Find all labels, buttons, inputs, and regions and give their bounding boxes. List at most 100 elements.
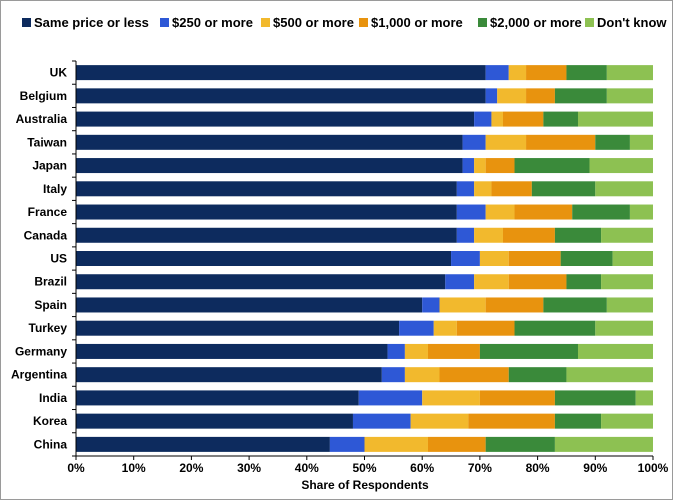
bar-japan-1-000-or-more bbox=[485, 158, 515, 174]
bar-argentina-don-t-know bbox=[566, 367, 653, 383]
bar-taiwan-2-000-or-more bbox=[595, 134, 630, 150]
x-tick-label-100: 100% bbox=[638, 461, 669, 475]
bar-australia-250-or-more bbox=[474, 111, 492, 127]
bar-uk-2-000-or-more bbox=[566, 65, 607, 81]
bar-canada-don-t-know bbox=[601, 227, 653, 243]
bar-france-500-or-more bbox=[485, 204, 515, 220]
bar-brazil-same-price-or-less bbox=[76, 274, 446, 290]
bar-france-250-or-more bbox=[456, 204, 486, 220]
bar-korea-same-price-or-less bbox=[76, 413, 353, 429]
legend-label-2-000-or-more: $2,000 or more bbox=[490, 15, 582, 30]
bar-italy-same-price-or-less bbox=[76, 181, 457, 197]
bar-india-1-000-or-more bbox=[479, 390, 555, 406]
bar-turkey-1-000-or-more bbox=[456, 320, 515, 336]
x-tick-label-30: 30% bbox=[237, 461, 261, 475]
bar-argentina-250-or-more bbox=[381, 367, 405, 383]
bar-us-don-t-know bbox=[612, 251, 653, 266]
bar-argentina-2-000-or-more bbox=[508, 367, 567, 383]
bar-japan-250-or-more bbox=[462, 158, 475, 174]
bar-brazil-2-000-or-more bbox=[566, 274, 602, 290]
bar-spain-250-or-more bbox=[422, 297, 440, 313]
bar-turkey-2-000-or-more bbox=[514, 320, 596, 336]
bar-belgium-don-t-know bbox=[606, 88, 653, 104]
y-tick-label-turkey: Turkey bbox=[29, 321, 68, 335]
legend-label-250-or-more: $250 or more bbox=[172, 15, 253, 30]
x-tick-label-0: 0% bbox=[67, 461, 85, 475]
legend-swatch-2-000-or-more bbox=[478, 18, 487, 27]
bar-argentina-500-or-more bbox=[404, 367, 440, 383]
bar-china-500-or-more bbox=[364, 436, 428, 452]
bar-canada-500-or-more bbox=[474, 227, 503, 243]
bar-spain-1-000-or-more bbox=[485, 297, 544, 313]
legend-swatch-500-or-more bbox=[261, 18, 270, 27]
bar-germany-250-or-more bbox=[387, 343, 405, 359]
y-tick-label-germany: Germany bbox=[15, 344, 67, 358]
bar-china-250-or-more bbox=[329, 436, 365, 452]
bar-australia-2-000-or-more bbox=[543, 111, 578, 127]
bar-china-don-t-know bbox=[554, 436, 653, 452]
bar-belgium-same-price-or-less bbox=[76, 88, 486, 104]
y-axis: UK Belgium Australia Taiwan Japan Italy France… bbox=[11, 60, 77, 457]
bar-france-2-000-or-more bbox=[572, 204, 630, 220]
bar-uk-500-or-more bbox=[508, 65, 527, 81]
y-tick-label-japan: Japan bbox=[32, 159, 67, 173]
bar-china-1-000-or-more bbox=[427, 436, 486, 452]
bar-spain-2-000-or-more bbox=[543, 297, 607, 313]
bar-italy-500-or-more bbox=[474, 181, 492, 197]
legend-swatch-don-t-know bbox=[585, 18, 594, 27]
y-tick-label-india: India bbox=[39, 391, 67, 405]
y-tick-label-canada: Canada bbox=[24, 228, 68, 242]
bar-canada-same-price-or-less bbox=[76, 227, 457, 243]
bar-korea-1-000-or-more bbox=[468, 413, 555, 429]
bar-france-1-000-or-more bbox=[514, 204, 573, 220]
bar-spain-don-t-know bbox=[606, 297, 653, 313]
bar-india-2-000-or-more bbox=[554, 390, 636, 406]
bar-turkey-250-or-more bbox=[399, 320, 434, 336]
bar-japan-same-price-or-less bbox=[76, 158, 463, 174]
x-axis-title: Share of Respondents bbox=[301, 478, 429, 492]
bar-japan-don-t-know bbox=[589, 158, 653, 174]
y-tick-label-italy: Italy bbox=[43, 182, 67, 196]
bar-japan-500-or-more bbox=[474, 158, 486, 174]
y-tick-label-uk: UK bbox=[50, 66, 68, 80]
bar-turkey-don-t-know bbox=[595, 320, 653, 336]
bar-turkey-500-or-more bbox=[433, 320, 457, 336]
y-tick-label-us: US bbox=[50, 252, 67, 266]
bar-taiwan-same-price-or-less bbox=[76, 134, 463, 150]
bar-argentina-same-price-or-less bbox=[76, 367, 382, 383]
legend-swatch-250-or-more bbox=[160, 18, 169, 27]
bar-belgium-1-000-or-more bbox=[526, 88, 555, 104]
bar-germany-2-000-or-more bbox=[479, 343, 578, 359]
bar-italy-250-or-more bbox=[456, 181, 475, 197]
bar-uk-same-price-or-less bbox=[76, 65, 486, 81]
bar-belgium-500-or-more bbox=[497, 88, 527, 104]
legend: Same price or less $250 or more $500 or mo… bbox=[22, 15, 667, 30]
bar-uk-don-t-know bbox=[606, 65, 653, 81]
bar-australia-same-price-or-less bbox=[76, 111, 475, 127]
bar-canada-250-or-more bbox=[456, 227, 475, 243]
x-tick-label-20: 20% bbox=[179, 461, 203, 475]
bar-taiwan-1-000-or-more bbox=[526, 134, 596, 150]
bar-italy-2-000-or-more bbox=[531, 181, 596, 197]
bar-italy-1-000-or-more bbox=[491, 181, 532, 197]
y-tick-label-spain: Spain bbox=[34, 298, 67, 312]
x-tick-label-40: 40% bbox=[295, 461, 319, 475]
legend-label-1-000-or-more: $1,000 or more bbox=[371, 15, 463, 30]
bar-taiwan-500-or-more bbox=[485, 134, 527, 150]
bar-china-2-000-or-more bbox=[485, 436, 555, 452]
bar-argentina-1-000-or-more bbox=[439, 367, 509, 383]
legend-label-same-price-or-less: Same price or less bbox=[34, 15, 149, 30]
legend-swatch-1-000-or-more bbox=[359, 18, 368, 27]
bar-france-don-t-know bbox=[629, 204, 653, 220]
legend-swatch-same-price-or-less bbox=[22, 18, 31, 27]
y-tick-label-brazil: Brazil bbox=[34, 275, 67, 289]
bar-japan-2-000-or-more bbox=[514, 158, 590, 174]
bar-turkey-same-price-or-less bbox=[76, 320, 400, 336]
bar-australia-don-t-know bbox=[577, 111, 653, 127]
x-tick-label-70: 70% bbox=[468, 461, 492, 475]
y-tick-label-argentina: Argentina bbox=[11, 368, 67, 382]
y-tick-label-taiwan: Taiwan bbox=[27, 135, 67, 149]
bar-germany-don-t-know bbox=[577, 343, 653, 359]
bar-brazil-250-or-more bbox=[445, 274, 475, 290]
bar-china-same-price-or-less bbox=[76, 436, 330, 452]
